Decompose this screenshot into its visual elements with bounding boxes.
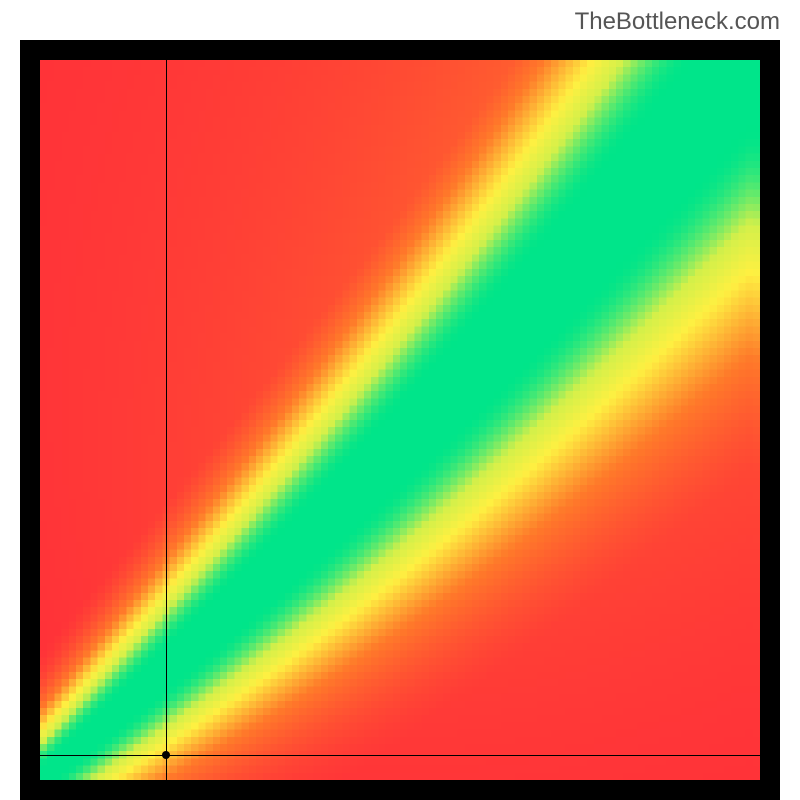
crosshair-horizontal — [40, 755, 760, 756]
attribution-text: TheBottleneck.com — [575, 8, 780, 36]
bottleneck-heatmap — [40, 60, 760, 780]
selected-point — [162, 751, 170, 759]
crosshair-vertical — [166, 60, 167, 780]
chart-outer-border — [20, 40, 780, 800]
